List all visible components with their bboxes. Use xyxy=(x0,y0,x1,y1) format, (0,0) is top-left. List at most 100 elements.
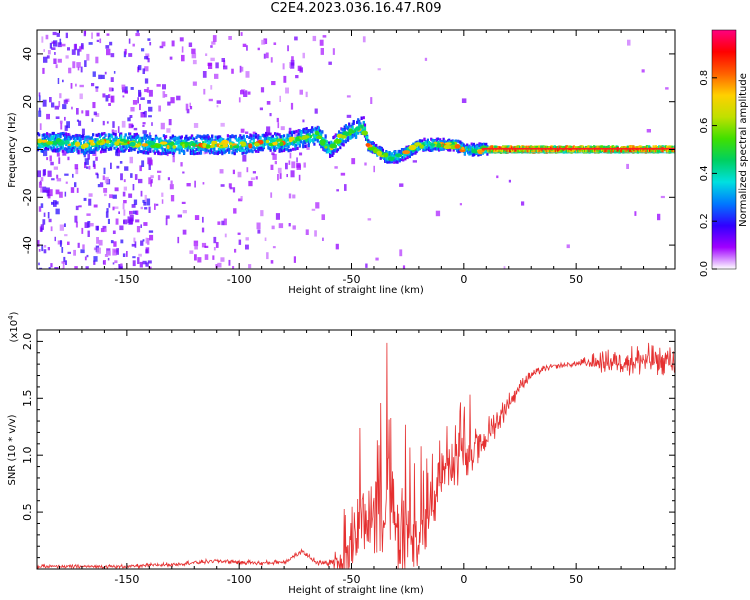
spectrogram-noise-cell xyxy=(62,148,67,156)
spectrogram-band-cell xyxy=(87,135,90,139)
spectrogram-band-cell xyxy=(276,132,279,136)
spectrogram-xtick-label: -50 xyxy=(343,273,361,286)
spectrogram-hot-spot xyxy=(301,135,310,139)
spectrogram-band-cell xyxy=(393,160,396,164)
spectrogram-band-cell xyxy=(236,147,240,151)
spectrogram-band-cell xyxy=(207,142,210,146)
spectrogram-band-cell xyxy=(159,152,162,156)
spectrogram-band-cell xyxy=(362,123,365,127)
spectrogram-noise-cell xyxy=(508,179,511,183)
spectrogram-band-cell xyxy=(212,146,215,150)
spectrogram-noise-cell xyxy=(93,204,98,208)
spectrogram-noise-cell xyxy=(101,74,105,79)
spectrogram-noise-cell xyxy=(76,108,79,115)
spectrogram-band-cell xyxy=(149,149,152,153)
spectrogram-band-cell xyxy=(178,135,181,139)
spectrogram-noise-cell xyxy=(63,99,68,104)
spectrogram-hot-spot xyxy=(57,141,64,146)
spectrogram-band-cell xyxy=(157,150,160,154)
spectrogram-band-cell xyxy=(85,151,88,155)
spectrogram-noise-cell xyxy=(270,57,273,63)
spectrogram-band-cell xyxy=(242,134,245,138)
spectrogram-noise-cell xyxy=(123,219,128,225)
spectrogram-band-cell xyxy=(347,138,350,142)
colorbar-tick-label: 0.8 xyxy=(699,70,710,86)
spectrogram-band-cell xyxy=(174,138,177,142)
spectrogram-noise-cell xyxy=(189,250,194,254)
spectrogram-band-cell xyxy=(38,133,41,137)
spectrogram-band-cell xyxy=(598,150,601,153)
spectrogram-noise-cell xyxy=(53,200,57,207)
spectrogram-band-cell xyxy=(134,133,137,137)
spectrogram-noise-cell xyxy=(264,237,267,241)
spectrogram-band-cell xyxy=(463,145,466,149)
spectrogram-band-cell xyxy=(555,150,559,154)
spectrogram-band-cell xyxy=(634,149,637,153)
spectrogram-band-cell xyxy=(406,156,409,160)
spectrogram-noise-cell xyxy=(364,162,367,166)
spectrogram-hot-spot xyxy=(254,142,260,147)
spectrogram-noise-cell xyxy=(367,218,372,221)
spectrogram-band-cell xyxy=(603,145,606,149)
spectrogram-band-cell xyxy=(129,132,132,136)
spectrogram-noise-cell xyxy=(240,32,243,36)
spectrogram-band-cell xyxy=(154,136,158,140)
spectrogram-noise-cell xyxy=(170,195,175,202)
spectrogram-noise-cell xyxy=(147,38,151,41)
spectrogram-noise-cell xyxy=(140,240,144,246)
spectrogram-noise-cell xyxy=(147,100,151,104)
spectrogram-noise-cell xyxy=(223,65,228,70)
spectrogram-band-cell xyxy=(266,136,269,140)
spectrogram-band-cell xyxy=(148,144,151,148)
spectrogram-noise-cell xyxy=(43,249,47,254)
spectrogram-noise-cell xyxy=(277,167,282,174)
spectrogram-band-cell xyxy=(543,145,546,149)
spectrogram-noise-cell xyxy=(224,233,227,238)
spectrogram-noise-cell xyxy=(305,91,308,98)
spectrogram-band-cell xyxy=(211,137,214,141)
spectrogram-noise-cell xyxy=(65,260,67,265)
spectrogram-noise-cell xyxy=(240,196,243,201)
spectrogram-band-cell xyxy=(79,146,82,150)
spectrogram-xtick-label: -150 xyxy=(114,273,139,286)
spectrogram-band-cell xyxy=(525,145,528,149)
spectrogram-noise-cell xyxy=(84,222,89,228)
spectrogram-noise-cell xyxy=(216,105,219,108)
spectrogram-band-cell xyxy=(557,145,560,149)
spectrogram-noise-cell xyxy=(399,249,403,257)
spectrogram-band-cell xyxy=(249,140,252,144)
spectrogram-noise-cell xyxy=(143,202,147,206)
spectrogram-band-cell xyxy=(439,138,442,142)
spectrogram-band-cell xyxy=(430,146,433,150)
spectrogram-band-cell xyxy=(532,150,535,154)
spectrogram-band-cell xyxy=(358,121,361,125)
colorbar-tick-label: 0.4 xyxy=(699,165,710,181)
spectrogram-noise-cell xyxy=(108,94,111,98)
spectrogram-band-cell xyxy=(184,136,187,140)
spectrogram-noise-cell xyxy=(136,30,139,33)
spectrogram-noise-cell xyxy=(150,175,154,179)
colorbar-tick-label: 0.2 xyxy=(699,213,710,229)
spectrogram-noise-cell xyxy=(95,86,99,92)
spectrogram-band-cell xyxy=(469,146,472,150)
spectrogram-band-cell xyxy=(469,152,472,156)
spectrogram-band-cell xyxy=(279,135,282,139)
spectrogram-noise-cell xyxy=(74,164,79,170)
spectrogram-band-cell xyxy=(314,129,317,133)
spectrogram-noise-cell xyxy=(132,260,136,267)
spectrogram-noise-cell xyxy=(223,60,226,68)
spectrogram-band-cell xyxy=(296,147,299,150)
spectrogram-band-cell xyxy=(93,150,96,154)
spectrogram-band-cell xyxy=(425,147,428,151)
spectrogram-noise-cell xyxy=(165,218,168,226)
spectrogram-noise-cell xyxy=(47,247,50,251)
spectrogram-band-cell xyxy=(248,136,251,140)
spectrogram-noise-cell xyxy=(42,99,47,107)
spectrogram-band-cell xyxy=(516,149,519,152)
spectrogram-band-cell xyxy=(341,128,344,131)
spectrogram-band-cell xyxy=(239,145,242,149)
spectrogram-band-cell xyxy=(551,150,554,154)
spectrogram-noise-cell xyxy=(142,124,145,127)
spectrogram-band-cell xyxy=(153,139,156,143)
spectrogram-noise-cell xyxy=(86,53,90,61)
